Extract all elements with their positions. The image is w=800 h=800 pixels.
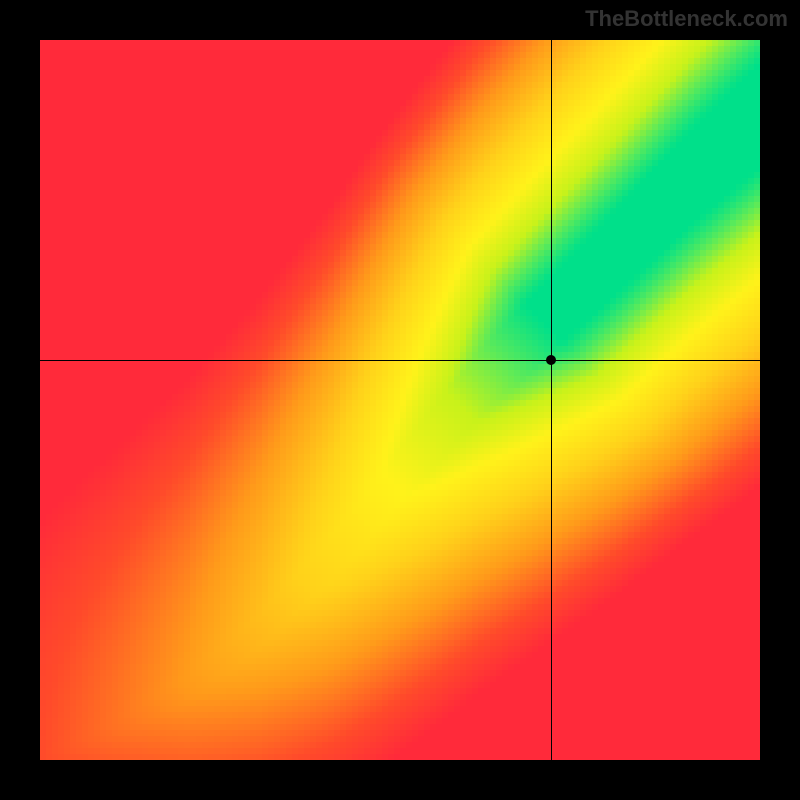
crosshair-horizontal [40,360,760,361]
watermark: TheBottleneck.com [585,6,788,32]
plot-area [40,40,760,760]
crosshair-vertical [551,40,552,760]
heatmap-canvas [40,40,760,760]
crosshair-marker [546,355,556,365]
